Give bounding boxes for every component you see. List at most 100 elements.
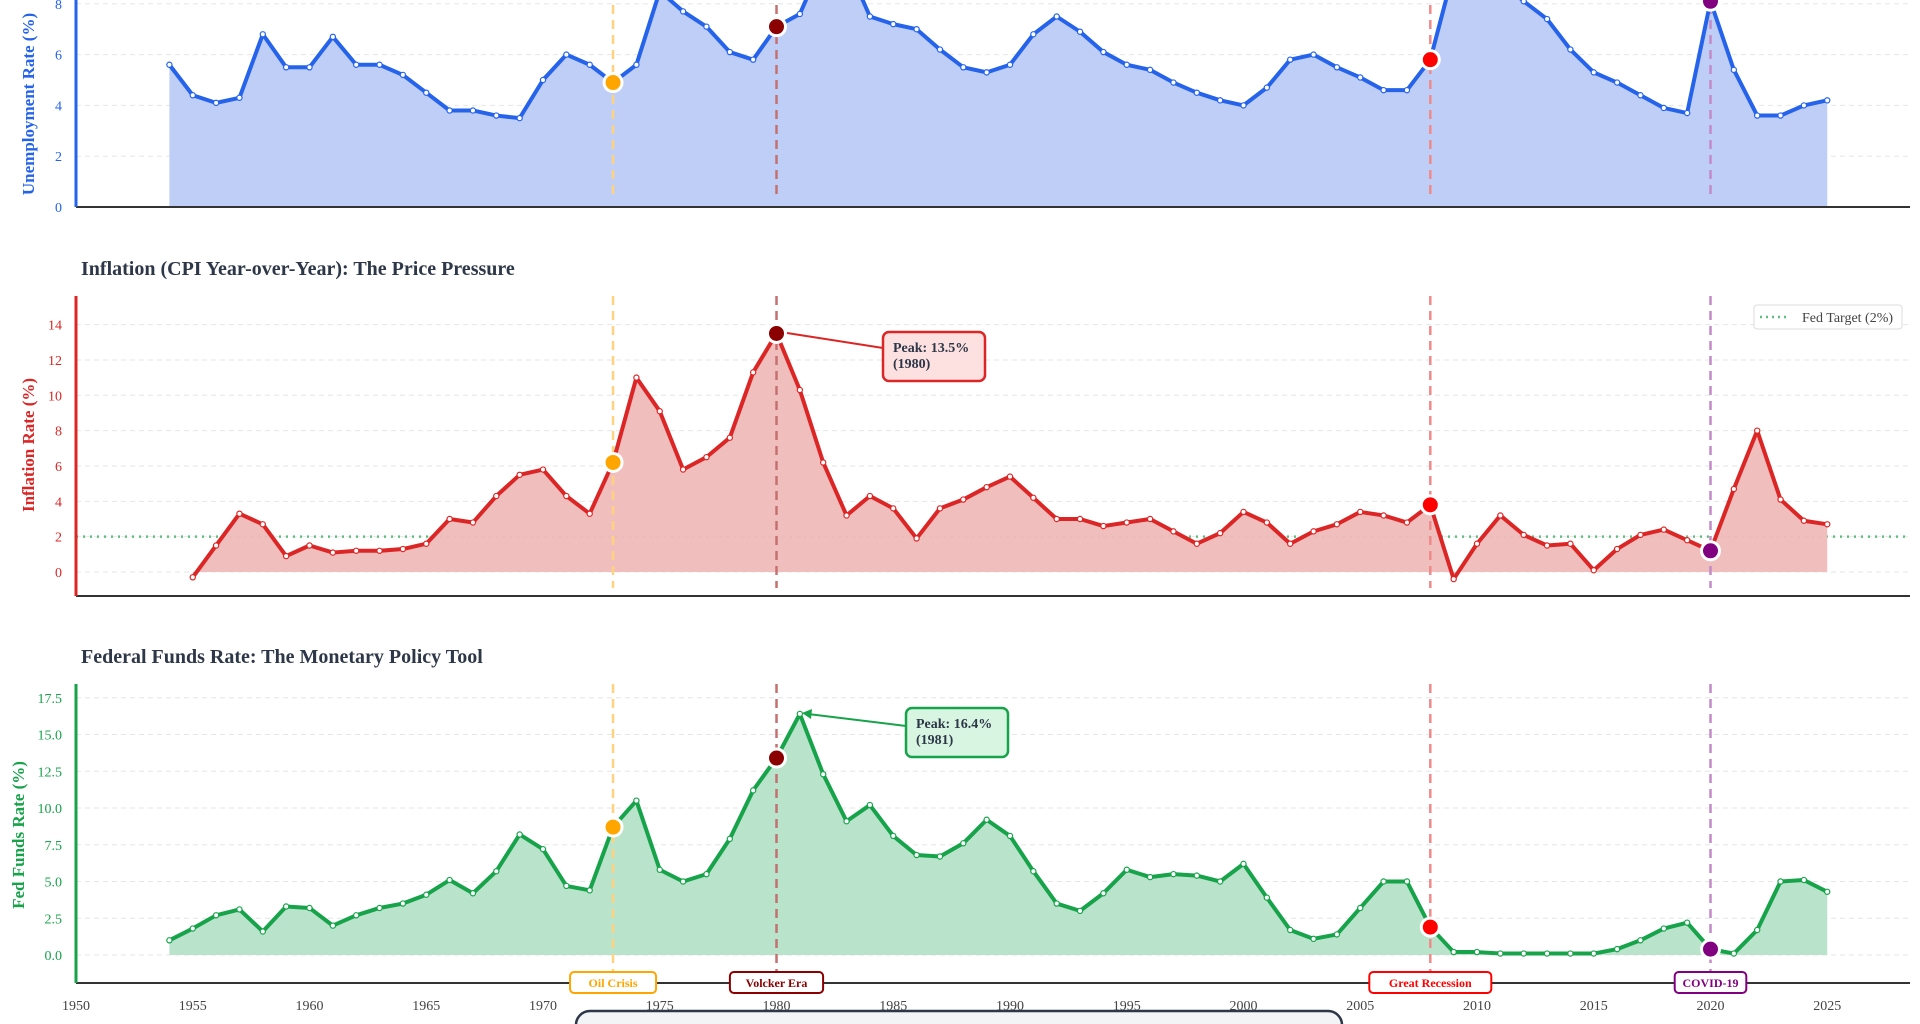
data-point <box>1333 64 1341 71</box>
data-point <box>539 76 547 84</box>
data-point <box>166 937 173 944</box>
event-marker <box>1419 49 1441 71</box>
x-tick-label: 2005 <box>1346 999 1374 1014</box>
data-point <box>866 801 874 809</box>
data-point <box>376 547 383 554</box>
data-point <box>1100 522 1107 530</box>
data-point <box>282 552 290 560</box>
data-point <box>353 61 360 68</box>
data-point <box>446 107 453 114</box>
legend-box <box>1753 304 1903 330</box>
data-point <box>469 890 477 897</box>
data-point <box>1193 872 1201 879</box>
data-point <box>913 851 920 859</box>
data-point <box>890 832 897 840</box>
event-labels: Oil Crisis Volcker Era Great Recession COVI… <box>569 971 1748 994</box>
data-point <box>282 903 290 910</box>
data-point <box>1543 950 1551 957</box>
data-point <box>1310 51 1317 58</box>
data-point <box>1240 860 1247 868</box>
fed-funds-line <box>168 711 1829 956</box>
data-point <box>679 8 687 15</box>
data-point <box>890 505 897 512</box>
data-point <box>212 542 220 549</box>
data-point <box>1753 112 1761 119</box>
data-point <box>1520 531 1527 539</box>
data-point <box>306 64 313 71</box>
data-point <box>866 492 874 500</box>
data-point <box>446 515 453 523</box>
fed-funds-panel-title: Federal Funds Rate: The Monetary Policy … <box>81 646 483 668</box>
data-point <box>1683 536 1691 544</box>
data-point <box>1730 66 1738 74</box>
data-point <box>563 882 570 890</box>
data-point <box>1497 950 1504 957</box>
unemployment-y-axis-label: Unemployment Rate (%) <box>19 13 38 195</box>
data-point <box>1030 494 1037 501</box>
data-point <box>1683 109 1691 117</box>
data-point <box>586 887 593 894</box>
y-tick-label: 0.0 <box>45 949 63 964</box>
data-point <box>1403 86 1411 94</box>
data-point <box>1777 496 1784 503</box>
data-point <box>983 483 990 491</box>
data-point <box>259 928 266 935</box>
event-label-box <box>728 971 825 994</box>
data-point <box>1450 575 1457 583</box>
data-point <box>1380 512 1387 519</box>
event-marker <box>1700 540 1721 562</box>
data-point <box>1800 517 1808 524</box>
data-point <box>516 114 523 122</box>
y-tick-label: 0 <box>55 566 62 581</box>
data-point <box>843 512 850 519</box>
data-point <box>796 710 804 718</box>
data-point <box>423 540 430 547</box>
data-point <box>1824 97 1831 104</box>
data-point <box>1567 46 1574 53</box>
data-point <box>189 574 196 581</box>
data-point <box>1800 876 1808 884</box>
data-point <box>353 912 360 919</box>
y-tick-label: 0 <box>55 201 62 216</box>
data-point <box>493 112 500 119</box>
inflation-panel: 0 2 4 6 8 10 12 14 <box>48 296 1910 597</box>
data-point <box>936 853 944 860</box>
data-point <box>1076 28 1084 35</box>
data-point <box>376 61 383 68</box>
y-tick-label: 4 <box>55 495 62 510</box>
data-point <box>1497 512 1504 519</box>
data-point <box>329 922 337 929</box>
annotation-line1: Peak: 13.5% <box>893 341 969 356</box>
data-point <box>749 787 757 794</box>
data-point <box>1357 74 1364 81</box>
data-point <box>236 906 243 913</box>
data-point <box>189 925 196 932</box>
x-tick-label: 2010 <box>1463 999 1491 1014</box>
annotation-line2: (1980) <box>893 357 931 372</box>
data-point <box>1053 900 1060 907</box>
data-point <box>1637 531 1644 539</box>
data-point <box>1357 904 1364 912</box>
y-tick-label: 14 <box>48 319 62 334</box>
data-point <box>1590 69 1597 76</box>
data-point <box>1240 102 1247 109</box>
data-point <box>1006 61 1014 68</box>
y-tick-label: 12.5 <box>38 765 63 780</box>
data-point <box>1637 937 1644 944</box>
data-point <box>399 900 407 907</box>
annotation-arrow <box>786 332 884 349</box>
data-point <box>960 840 967 847</box>
annotation-arrow <box>807 713 907 727</box>
data-point <box>1286 56 1294 63</box>
data-point <box>656 408 663 415</box>
data-point <box>749 369 757 376</box>
event-label-box <box>569 971 658 994</box>
data-point <box>1380 86 1387 94</box>
data-point <box>1170 79 1177 86</box>
data-point <box>423 89 430 96</box>
data-point <box>633 61 640 68</box>
data-point <box>1730 950 1738 957</box>
data-point <box>539 466 547 473</box>
data-point <box>1193 89 1201 96</box>
